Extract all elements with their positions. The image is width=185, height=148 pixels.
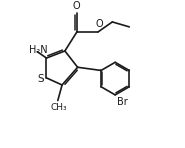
Text: CH₃: CH₃	[50, 103, 67, 112]
Text: H₂N: H₂N	[29, 45, 48, 55]
Text: O: O	[95, 19, 103, 29]
Text: O: O	[72, 1, 80, 11]
Text: S: S	[38, 74, 44, 84]
Text: Br: Br	[117, 97, 128, 107]
